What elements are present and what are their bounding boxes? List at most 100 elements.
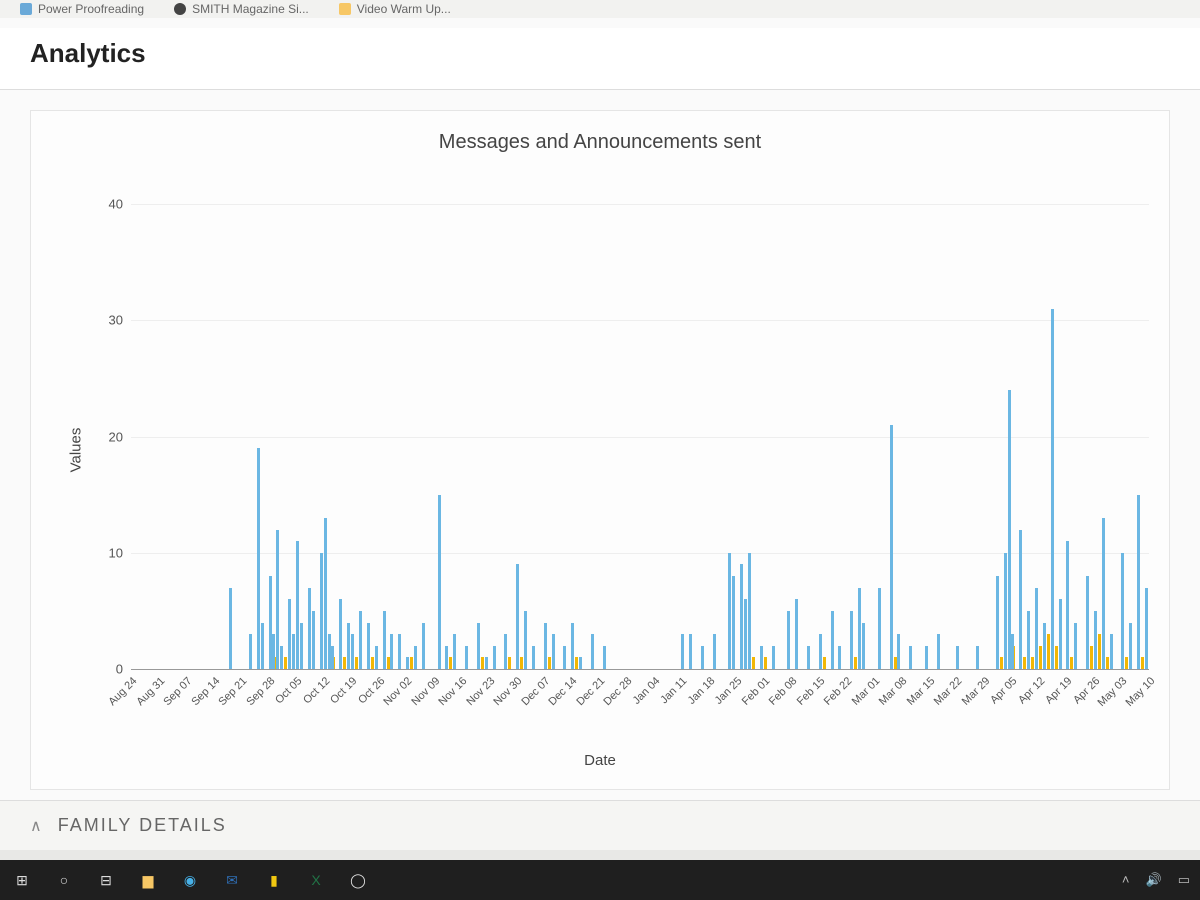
bar-messages <box>956 646 959 669</box>
bar-announcements <box>1000 657 1003 669</box>
x-axis-label: Date <box>584 752 616 769</box>
x-tick-label: Feb 01 <box>740 675 773 708</box>
bar-messages <box>257 448 260 669</box>
bar-announcements <box>520 657 523 669</box>
x-tick-label: Feb 22 <box>822 675 855 708</box>
family-details-section[interactable]: ∧ FAMILY DETAILS <box>0 800 1200 850</box>
bar-messages <box>524 611 527 669</box>
bar-messages <box>312 611 315 669</box>
x-tick-label: Mar 15 <box>905 675 938 708</box>
tray-chevron-icon[interactable]: ˄ <box>1122 872 1130 888</box>
bar-messages <box>339 599 342 669</box>
x-tick-label: Nov 30 <box>492 675 525 708</box>
bar-announcements <box>1090 646 1093 669</box>
excel-icon[interactable]: X <box>304 868 328 892</box>
bar-messages <box>308 588 311 669</box>
bar-messages <box>1004 553 1007 669</box>
bar-messages <box>516 564 519 669</box>
x-tick-label: Sep 14 <box>189 675 222 708</box>
bar-messages <box>422 623 425 669</box>
edge-icon[interactable]: ◉ <box>178 868 202 892</box>
x-tick-label: Aug 31 <box>134 675 167 708</box>
bar-messages <box>760 646 763 669</box>
bar-messages <box>787 611 790 669</box>
bar-messages <box>229 588 232 669</box>
bar-messages <box>744 599 747 669</box>
bar-messages <box>288 599 291 669</box>
bar-messages <box>390 634 393 669</box>
bar-messages <box>831 611 834 669</box>
bar-announcements <box>854 657 857 669</box>
bar-messages <box>909 646 912 669</box>
bar-announcements <box>575 657 578 669</box>
bar-messages <box>1035 588 1038 669</box>
battery-icon[interactable]: ▭ <box>1178 872 1190 888</box>
gridline <box>131 437 1149 438</box>
bar-announcements <box>387 657 390 669</box>
y-tick-label: 30 <box>93 313 123 328</box>
search-icon[interactable]: ○ <box>52 868 76 892</box>
task-view-icon[interactable]: ⊟ <box>94 868 118 892</box>
start-icon[interactable]: ⊞ <box>10 868 34 892</box>
bar-messages <box>438 495 441 669</box>
bar-messages <box>1086 576 1089 669</box>
bar-messages <box>331 646 334 669</box>
bar-announcements <box>823 657 826 669</box>
bar-messages <box>249 634 252 669</box>
x-tick-label: Sep 07 <box>161 675 194 708</box>
bar-announcements <box>449 657 452 669</box>
system-tray[interactable]: ˄ 🔊 ▭ <box>1122 872 1190 888</box>
chrome-icon[interactable]: ◯ <box>346 868 370 892</box>
bar-messages <box>1121 553 1124 669</box>
bar-announcements <box>355 657 358 669</box>
bar-announcements <box>1106 657 1109 669</box>
bar-messages <box>1129 623 1132 669</box>
y-tick-label: 40 <box>93 197 123 212</box>
windows-taskbar[interactable]: ⊞ ○ ⊟ ▆ ◉ ✉ ▮ X ◯ ˄ 🔊 ▭ <box>0 860 1200 900</box>
section-label: FAMILY DETAILS <box>58 815 227 836</box>
x-tick-label: Nov 02 <box>381 675 414 708</box>
chart-title: Messages and Announcements sent <box>31 111 1169 164</box>
powerbi-icon[interactable]: ▮ <box>262 868 286 892</box>
bar-messages <box>351 634 354 669</box>
bar-messages <box>563 646 566 669</box>
x-tick-label: Mar 22 <box>932 675 965 708</box>
bar-messages <box>1094 611 1097 669</box>
file-explorer-icon[interactable]: ▆ <box>136 868 160 892</box>
bar-announcements <box>894 657 897 669</box>
x-tick-label: Dec 28 <box>602 675 635 708</box>
bar-messages <box>328 634 331 669</box>
bookmark-item[interactable]: Video Warm Up... <box>339 2 451 16</box>
bar-messages <box>689 634 692 669</box>
bookmark-item[interactable]: Power Proofreading <box>20 2 144 16</box>
analytics-page: Analytics Messages and Announcements sen… <box>0 18 1200 850</box>
bar-announcements <box>1047 634 1050 669</box>
bar-messages <box>1145 588 1148 669</box>
bar-announcements <box>548 657 551 669</box>
y-tick-label: 0 <box>93 662 123 677</box>
x-tick-label: Nov 09 <box>409 675 442 708</box>
x-tick-label: Oct 19 <box>328 675 359 706</box>
outlook-icon[interactable]: ✉ <box>220 868 244 892</box>
bar-announcements <box>1031 657 1034 669</box>
bar-messages <box>552 634 555 669</box>
bar-messages <box>445 646 448 669</box>
bar-messages <box>532 646 535 669</box>
bar-messages <box>571 623 574 669</box>
x-tick-label: Feb 15 <box>795 675 828 708</box>
bookmarks-bar: Power Proofreading SMITH Magazine Si... Vi… <box>0 0 1200 18</box>
bar-messages <box>728 553 731 669</box>
chart-card: Messages and Announcements sent Values D… <box>30 110 1170 790</box>
volume-icon[interactable]: 🔊 <box>1146 872 1162 888</box>
bar-messages <box>858 588 861 669</box>
x-tick-label: Oct 12 <box>301 675 332 706</box>
bookmark-item[interactable]: SMITH Magazine Si... <box>174 2 309 16</box>
bar-messages <box>414 646 417 669</box>
bar-announcements <box>1055 646 1058 669</box>
chevron-up-icon: ∧ <box>30 816 44 836</box>
x-tick-label: Mar 08 <box>877 675 910 708</box>
x-tick-label: Mar 29 <box>960 675 993 708</box>
bar-messages <box>1110 634 1113 669</box>
bar-messages <box>878 588 881 669</box>
bar-messages <box>807 646 810 669</box>
